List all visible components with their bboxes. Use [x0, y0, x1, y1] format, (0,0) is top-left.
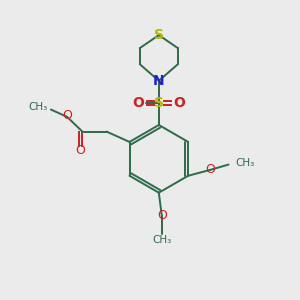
- Text: O: O: [132, 96, 144, 110]
- Text: S: S: [154, 28, 164, 42]
- Text: O: O: [157, 209, 167, 222]
- Text: O: O: [75, 144, 85, 157]
- Text: O: O: [62, 109, 72, 122]
- Text: O: O: [173, 96, 185, 110]
- Text: O: O: [205, 164, 215, 176]
- Text: S: S: [154, 96, 164, 110]
- Text: N: N: [153, 74, 165, 88]
- Text: CH₃: CH₃: [29, 102, 48, 112]
- Text: CH₃: CH₃: [235, 158, 254, 168]
- Text: CH₃: CH₃: [152, 236, 171, 245]
